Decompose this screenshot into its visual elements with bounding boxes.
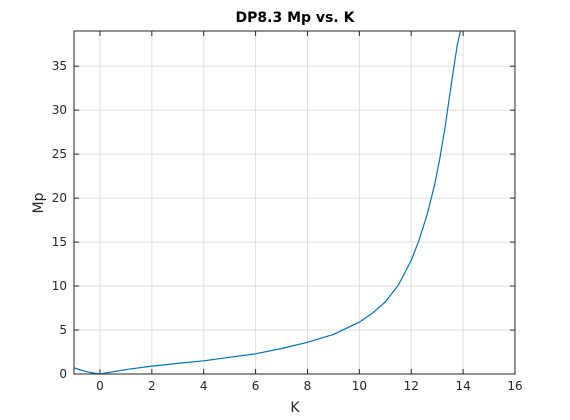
x-tick-label: 0 (96, 379, 104, 393)
x-tick-label: 8 (304, 379, 312, 393)
x-tick-label: 14 (455, 379, 470, 393)
y-tick-label: 30 (52, 103, 67, 117)
series-group (73, 30, 462, 375)
x-axis-label: K (290, 400, 300, 416)
x-tick-label: 2 (148, 379, 156, 393)
y-tick-label: 25 (52, 147, 67, 161)
mp-curve (73, 30, 462, 375)
y-tick-label: 20 (52, 191, 67, 205)
x-tick-label: 6 (252, 379, 260, 393)
y-axis-label: Mp (31, 192, 47, 213)
x-tick-label: 4 (200, 379, 208, 393)
x-tick-label: 10 (352, 379, 367, 393)
chart-title: DP8.3 Mp vs. K (236, 10, 356, 26)
y-tick-label: 0 (59, 367, 67, 381)
ticks: 0 2 4 6 8 10 12 14 16 0 5 10 15 20 25 30 35 (52, 31, 523, 393)
y-tick-label: 10 (52, 279, 67, 293)
x-tick-label: 16 (507, 379, 522, 393)
x-tick-label: 12 (404, 379, 419, 393)
grid (74, 31, 516, 375)
y-tick-label: 5 (59, 323, 67, 337)
plot-frame (73, 30, 516, 375)
y-tick-label: 35 (52, 59, 67, 73)
y-tick-label: 15 (52, 235, 67, 249)
